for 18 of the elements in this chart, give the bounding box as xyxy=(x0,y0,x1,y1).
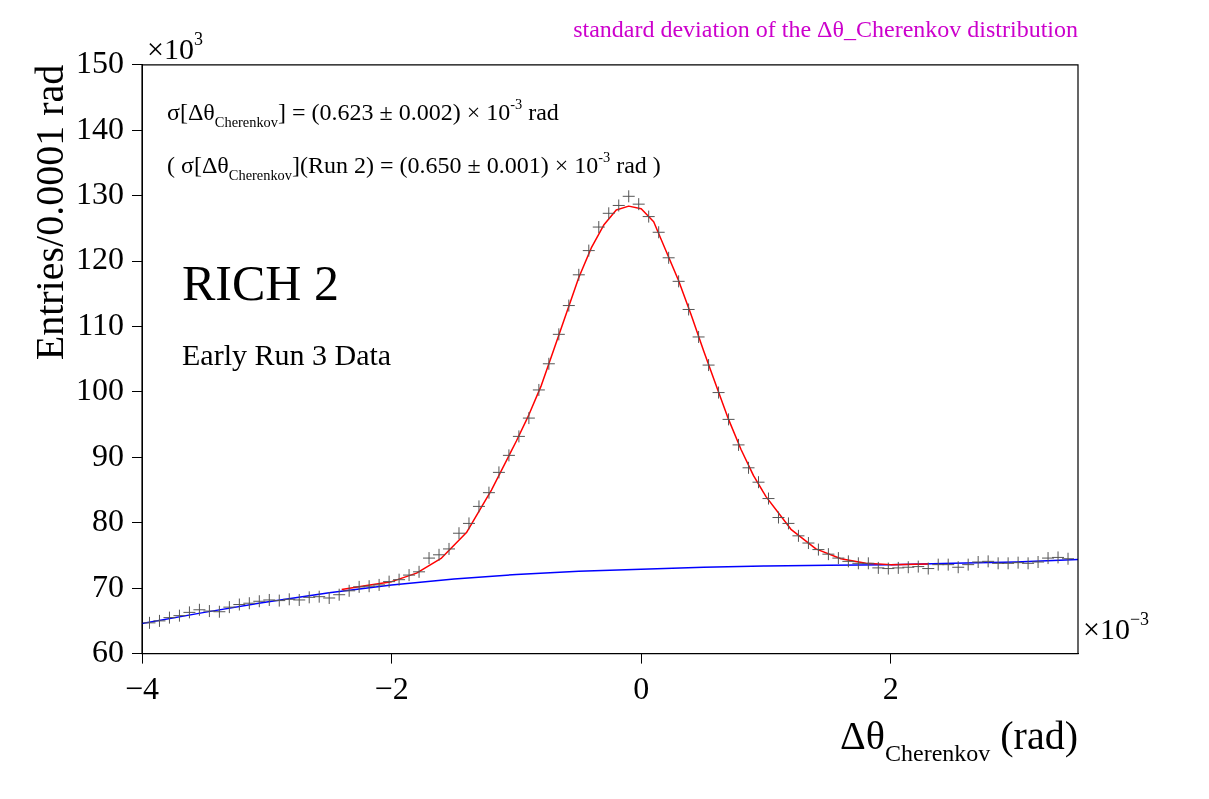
y-tick-label: 100 xyxy=(76,371,124,408)
x-tick-label: 0 xyxy=(633,670,650,707)
annotation: Early Run 3 Data xyxy=(182,337,392,371)
y-tick-label: 110 xyxy=(77,305,124,342)
y-tick-label: 60 xyxy=(92,633,124,670)
y-tick-label: 80 xyxy=(92,502,124,539)
chart-title: standard deviation of the Δθ_Cherenkov distribution xyxy=(573,15,1078,42)
x-tick-label: −4 xyxy=(124,670,160,707)
annotation: RICH 2 xyxy=(182,254,339,311)
x-tick-label: 2 xyxy=(882,670,899,707)
y-tick-label: 140 xyxy=(76,109,124,146)
y-tick-label: 130 xyxy=(76,175,124,212)
y-tick-label: 90 xyxy=(92,436,124,473)
x-tick-label: −2 xyxy=(374,670,409,707)
y-tick-label: 70 xyxy=(92,567,124,604)
y-axis-title: Entries/0.0001 rad xyxy=(27,64,72,361)
y-tick-label: 150 xyxy=(76,44,124,81)
y-tick-label: 120 xyxy=(76,240,124,277)
